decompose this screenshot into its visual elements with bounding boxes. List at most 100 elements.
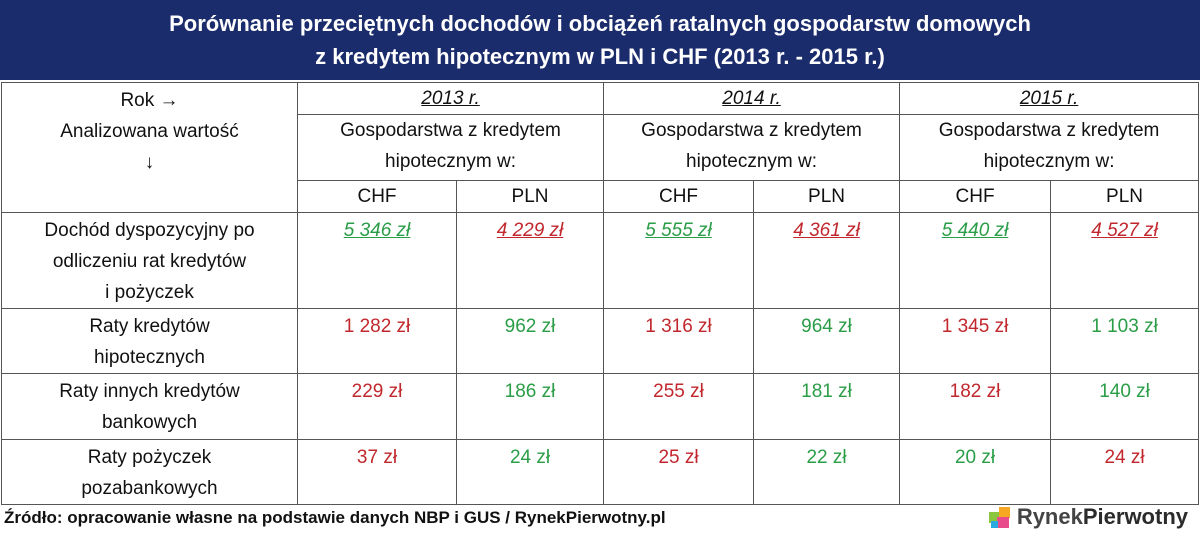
group-cell: Gospodarstwa z kredytem hipotecznym w: [899,114,1200,181]
value-cell: 5 555 zł [603,212,755,309]
data-row: Raty pożyczek pozabankowych 37 zł 24 zł 25 z… [1,439,1200,505]
value-cell: 229 zł [297,373,457,440]
value-cell: 24 zł [455,439,605,505]
cell-line: bankowych [101,412,198,433]
cell-line: pozabankowych [81,478,218,499]
title-line: Porównanie przeciętnych dochodów i obcią… [169,11,1031,36]
value-cell: 1 103 zł [1050,308,1200,374]
value: 4 229 zł [496,220,564,241]
cell-line: Gospodarstwa z kredytem [641,120,862,141]
cell-line: Analizowana wartość [60,121,239,142]
cell-line: Dochód dyspozycyjny po [44,220,255,241]
year-cell: 2014 r. [603,82,901,115]
cell-line: Gospodarstwa z kredytem [938,120,1160,141]
value: 4 361 zł [793,220,860,241]
value: 962 zł [504,316,556,337]
value: 20 zł [954,447,996,468]
title: Porównanie przeciętnych dochodów i obcią… [0,0,1200,80]
value: 24 zł [1104,447,1145,468]
group-cell: Gospodarstwa z kredytem hipotecznym w: [296,114,605,181]
group-row: Gospodarstwa z kredytem hipotecznym w: Gos… [2,114,1200,181]
year-cell: 2015 r. [899,82,1200,115]
year: 2015 r. [1019,88,1079,109]
value-cell: 4 527 zł [1050,212,1200,309]
logo-icon [988,507,1010,528]
value-cell: 1 316 zł [603,308,755,374]
value: 186 zł [504,381,556,402]
currency-cell: CHF [297,180,457,213]
value-cell: 5 440 zł [899,212,1052,309]
value: 4 527 zł [1091,220,1158,241]
value: 24 zł [509,447,551,468]
value-cell: 22 zł [753,439,901,505]
value-cell: 20 zł [899,439,1052,505]
cell-line: Gospodarstwa z kredytem [340,120,561,141]
currency-cell: CHF [899,180,1052,213]
value: 5 346 zł [343,220,411,241]
value: 1 103 zł [1091,316,1158,337]
cell-line: Raty kredytów [89,316,210,337]
year: 2013 r. [421,88,480,109]
value-cell: 5 346 zł [297,212,457,309]
value-cell: 186 zł [455,373,605,440]
value: 5 440 zł [941,220,1009,241]
value-cell: 4 361 zł [753,212,901,309]
cell-line: i pożyczek [105,282,194,303]
cell-line: hipotecznym w: [385,151,516,172]
year: 2014 r. [722,88,781,109]
corner-cell: Rok → Analizowana wartość ↓ [1,82,298,213]
value: 5 555 zł [645,220,712,241]
data-table: Rok → Analizowana wartość ↓ 2013 r. 2014 r. 2… [1,82,1200,505]
value: 964 zł [801,316,852,337]
row-label: Raty pożyczek pozabankowych [1,439,298,505]
source-note: Źródło: opracowanie własne na podstawie … [4,508,666,527]
value: 22 zł [806,447,847,468]
row-label: Raty innych kredytów bankowych [1,373,298,440]
value: 181 zł [801,381,852,402]
value: 229 zł [351,381,403,402]
year-cell: 2013 r. [296,82,605,115]
value-cell: 962 zł [455,308,605,374]
value: 140 zł [1099,381,1150,402]
data-row: Raty innych kredytów bankowych 229 zł 186 z… [1,373,1200,440]
logo: Rynek Pierwotny [987,504,1188,530]
value: 182 zł [949,381,1001,402]
cell-line: odliczeniu rat kredytów [52,251,247,272]
row-label: Dochód dyspozycyjny po odliczeniu rat kre… [1,212,298,309]
value-cell: 182 zł [899,373,1052,440]
cell-line: Rok → [120,90,179,111]
value-cell: 140 zł [1050,373,1200,440]
logo-text-2: Pierwotny [1082,504,1188,529]
cell-line: hipotecznym w: [983,151,1115,172]
value: 1 316 zł [645,316,712,337]
header-row: Rok → Analizowana wartość ↓ 2013 r. 2014 r. 2… [1,82,1200,213]
value-cell: 255 zł [603,373,755,440]
value-cell: 181 zł [753,373,901,440]
value-cell: 4 229 zł [455,212,605,309]
value: 25 zł [658,447,699,468]
value-cell: 1 345 zł [899,308,1052,374]
currency-cell: PLN [1050,180,1200,213]
value: 37 zł [356,447,398,468]
currency-row: CHF PLN CHF PLN CHF PLN [2,180,1200,213]
cell-line: hipotecznym w: [686,151,817,172]
row-label: Raty kredytów hipotecznych [1,308,298,374]
logo-text-1: Rynek [1016,504,1083,529]
cell-line: Raty innych kredytów [59,381,240,402]
value-cell: 24 zł [1050,439,1200,505]
value-cell: 1 282 zł [297,308,457,374]
currency-cell: PLN [753,180,901,213]
currency-cell: CHF [603,180,755,213]
value-cell: 25 zł [603,439,755,505]
value-cell: 964 zł [753,308,901,374]
value: 1 345 zł [941,316,1009,337]
value: 255 zł [653,381,704,402]
cell-line: Raty pożyczek [87,447,212,468]
value: 1 282 zł [343,316,411,337]
title-line: z kredytem hipotecznym w PLN i CHF (2013… [315,44,885,69]
cell-line: ↓ [144,152,155,173]
group-cell: Gospodarstwa z kredytem hipotecznym w: [603,114,901,181]
data-row: Dochód dyspozycyjny po odliczeniu rat kre… [1,212,1200,309]
value-cell: 37 zł [297,439,457,505]
